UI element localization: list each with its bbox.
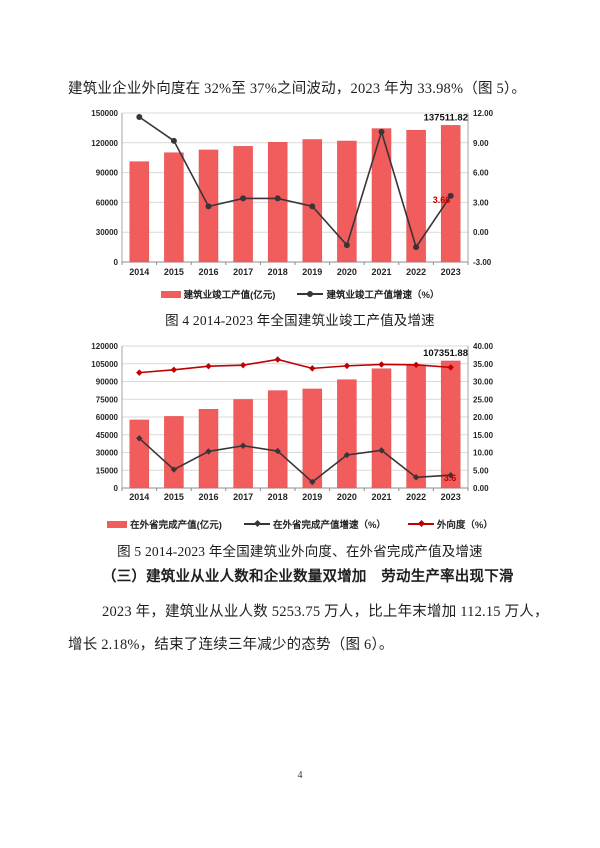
- svg-text:60000: 60000: [96, 413, 119, 422]
- svg-text:2021: 2021: [371, 492, 391, 502]
- figure4-caption: 图 4 2014-2023 年全国建筑业竣工产值及增速: [165, 313, 435, 328]
- svg-text:2017: 2017: [233, 267, 253, 277]
- svg-text:75000: 75000: [96, 395, 119, 404]
- svg-text:40.00: 40.00: [473, 342, 494, 351]
- svg-text:107351.88: 107351.88: [423, 348, 468, 359]
- svg-text:150000: 150000: [91, 109, 118, 118]
- svg-text:90000: 90000: [96, 378, 119, 387]
- svg-text:0: 0: [114, 484, 119, 493]
- figure4-legend-item-line: 建筑业竣工产值增速（%）: [297, 287, 439, 301]
- svg-text:90000: 90000: [96, 169, 119, 178]
- line-marker-icon: [297, 290, 324, 297]
- svg-text:137511.82: 137511.82: [424, 112, 468, 123]
- section-heading: （三）建筑业从业人数和企业数量双增加 劳动生产率出现下滑: [102, 569, 514, 585]
- svg-text:0: 0: [114, 258, 119, 267]
- bar-swatch-icon: [160, 290, 181, 298]
- legend-label: 在外省完成产值(亿元): [130, 520, 222, 531]
- legend-label: 建筑业竣工产值(亿元): [183, 290, 276, 301]
- svg-text:45000: 45000: [96, 431, 119, 440]
- svg-text:0.00: 0.00: [473, 484, 489, 493]
- svg-text:2021: 2021: [371, 267, 391, 277]
- figure5-legend-item-bar: 在外省完成产值(亿元): [107, 517, 222, 531]
- figure4-legend: 建筑业竣工产值(亿元) 建筑业竣工产值增速（%）: [0, 287, 600, 301]
- svg-text:3.6: 3.6: [444, 473, 457, 483]
- figure4-legend-item-bar: 建筑业竣工产值(亿元): [160, 287, 276, 301]
- svg-text:25.00: 25.00: [473, 395, 494, 404]
- svg-text:2022: 2022: [406, 492, 426, 502]
- svg-text:2014: 2014: [129, 492, 149, 502]
- svg-text:9.00: 9.00: [473, 139, 489, 148]
- figure5-chart: 0 0.00 15000 5.00 30000 10.00 45000 15.00 60000 2…: [91, 342, 494, 502]
- svg-text:6.00: 6.00: [473, 169, 489, 178]
- svg-text:2016: 2016: [198, 267, 218, 277]
- svg-text:2020: 2020: [337, 267, 357, 277]
- svg-text:2018: 2018: [268, 267, 288, 277]
- figure5-legend-item-line-black: 在外省完成产值增速（%）: [243, 517, 386, 531]
- svg-text:0.00: 0.00: [473, 228, 489, 237]
- svg-text:5.00: 5.00: [473, 466, 489, 475]
- svg-text:60000: 60000: [96, 198, 119, 207]
- svg-text:2015: 2015: [164, 267, 184, 277]
- svg-text:2018: 2018: [268, 492, 288, 502]
- svg-text:2016: 2016: [198, 492, 218, 502]
- figure5-legend-item-line-red: 外向度（%）: [407, 517, 493, 531]
- svg-text:2015: 2015: [164, 492, 184, 502]
- svg-text:15.00: 15.00: [473, 431, 494, 440]
- legend-label: 建筑业竣工产值增速（%）: [326, 290, 440, 301]
- legend-label: 在外省完成产值增速（%）: [272, 520, 386, 531]
- legend-label: 外向度（%）: [436, 520, 493, 531]
- svg-text:2020: 2020: [337, 492, 357, 502]
- svg-text:10.00: 10.00: [473, 449, 494, 458]
- svg-text:2017: 2017: [233, 492, 253, 502]
- svg-text:2019: 2019: [302, 267, 322, 277]
- figure4-chart: 0 -3.00 30000 0.00 60000 3.00 90000 6.00 120000 9…: [91, 109, 494, 277]
- diamond-marker-icon: [243, 523, 270, 525]
- body-line-2: 增长 2.18%，结束了连续三年减少的态势（图 6）。: [68, 637, 394, 653]
- svg-text:30000: 30000: [96, 228, 119, 237]
- svg-text:3.66: 3.66: [433, 195, 451, 205]
- svg-text:12.00: 12.00: [473, 109, 494, 118]
- svg-text:3.00: 3.00: [473, 198, 489, 207]
- svg-text:2019: 2019: [302, 492, 322, 502]
- top-paragraph: 建筑业企业外向度在 32%至 37%之间波动，2023 年为 33.98%（图 …: [68, 81, 527, 97]
- svg-text:30.00: 30.00: [473, 378, 494, 387]
- figure5-legend: 在外省完成产值(亿元) 在外省完成产值增速（%） 外向度（%）: [0, 517, 600, 531]
- svg-text:30000: 30000: [96, 449, 119, 458]
- svg-text:-3.00: -3.00: [473, 258, 492, 267]
- svg-text:120000: 120000: [91, 342, 118, 351]
- svg-text:2023: 2023: [441, 492, 461, 502]
- svg-text:15000: 15000: [96, 466, 119, 475]
- figure5-caption: 图 5 2014-2023 年全国建筑业外向度、在外省完成产值及增速: [117, 544, 483, 559]
- svg-text:105000: 105000: [91, 360, 118, 369]
- svg-text:35.00: 35.00: [473, 360, 494, 369]
- bar-swatch-icon: [107, 520, 128, 528]
- svg-text:20.00: 20.00: [473, 413, 494, 422]
- page-number: 4: [297, 770, 303, 781]
- red-diamond-marker-icon: [407, 523, 434, 525]
- svg-text:120000: 120000: [91, 139, 118, 148]
- svg-text:2014: 2014: [129, 267, 149, 277]
- svg-text:2022: 2022: [406, 267, 426, 277]
- svg-text:2023: 2023: [441, 267, 461, 277]
- body-line-1: 2023 年，建筑业从业人数 5253.75 万人，比上年末增加 112.15 …: [102, 604, 549, 620]
